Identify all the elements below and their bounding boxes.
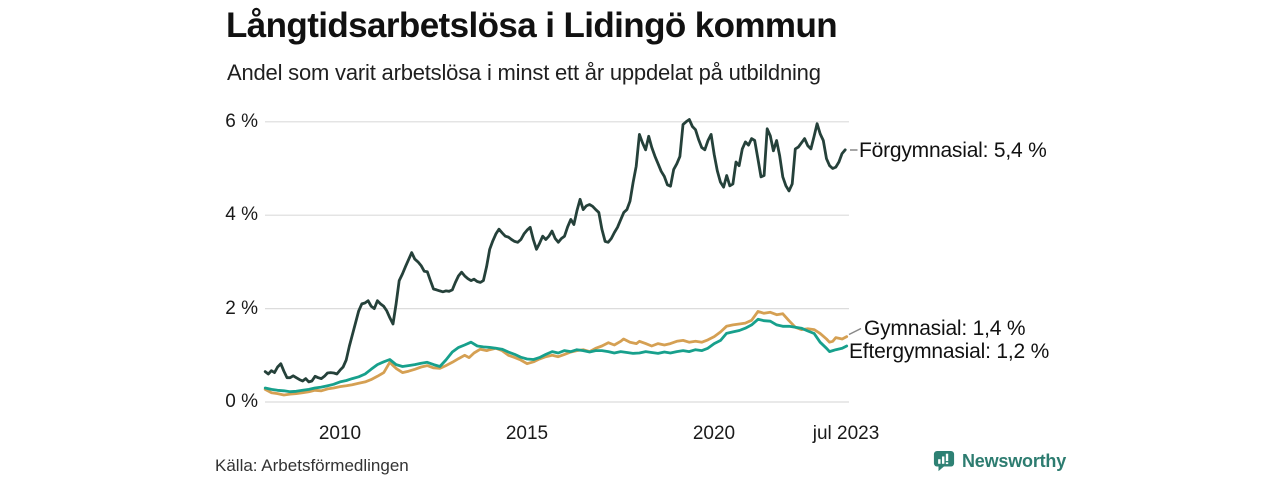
y-tick-0: 0 % <box>225 391 258 412</box>
newsworthy-logo-text: Newsworthy <box>962 451 1067 471</box>
y-tick-2: 2 % <box>225 298 258 319</box>
y-tick-6: 6 % <box>225 111 258 132</box>
y-tick-4: 4 % <box>225 204 258 225</box>
series-line-forgymnasial <box>263 118 847 384</box>
newsworthy-logo-icon <box>933 450 955 472</box>
page-title: Långtidsarbetslösa i Lidingö kommun <box>226 6 838 45</box>
newsworthy-logo: Newsworthy <box>933 450 1066 473</box>
x-tick-2015: 2015 <box>505 423 549 444</box>
chart-subtitle: Andel som varit arbetslösa i minst ett å… <box>227 60 821 85</box>
series-line-gymnasial <box>263 309 849 397</box>
series-label-forgymnasial: Förgymnasial: 5,4 % <box>859 139 1047 162</box>
series-label-gymnasial: Gymnasial: 1,4 % <box>864 317 1026 340</box>
series-line-eftergymnasial <box>263 317 849 394</box>
x-tick-2010: 2010 <box>318 423 362 444</box>
series-label-eftergymnasial: Eftergymnasial: 1,2 % <box>849 340 1050 363</box>
label-connector <box>848 327 862 336</box>
x-tick-jul-2023: jul 2023 <box>812 423 880 444</box>
source-note: Källa: Arbetsförmedlingen <box>215 456 409 475</box>
x-tick-2020: 2020 <box>692 423 736 444</box>
